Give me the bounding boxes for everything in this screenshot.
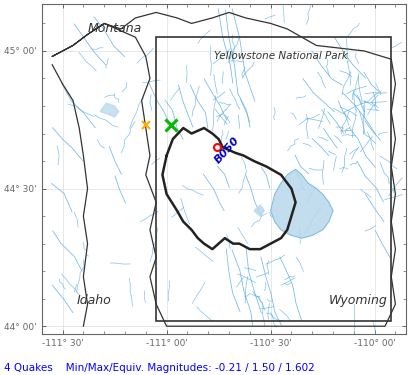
Bar bbox=[156, 37, 390, 321]
Polygon shape bbox=[270, 170, 332, 238]
Text: Montana: Montana bbox=[87, 22, 142, 35]
Polygon shape bbox=[100, 103, 119, 117]
Text: 4 Quakes    Min/Max/Equiv. Magnitudes: -0.21 / 1.50 / 1.602: 4 Quakes Min/Max/Equiv. Magnitudes: -0.2… bbox=[4, 363, 314, 373]
Polygon shape bbox=[253, 205, 264, 216]
Text: Yellowstone National Park: Yellowstone National Park bbox=[213, 51, 347, 61]
Text: B050: B050 bbox=[212, 135, 240, 166]
Text: Wyoming: Wyoming bbox=[328, 294, 387, 307]
Text: Idaho: Idaho bbox=[76, 294, 111, 307]
